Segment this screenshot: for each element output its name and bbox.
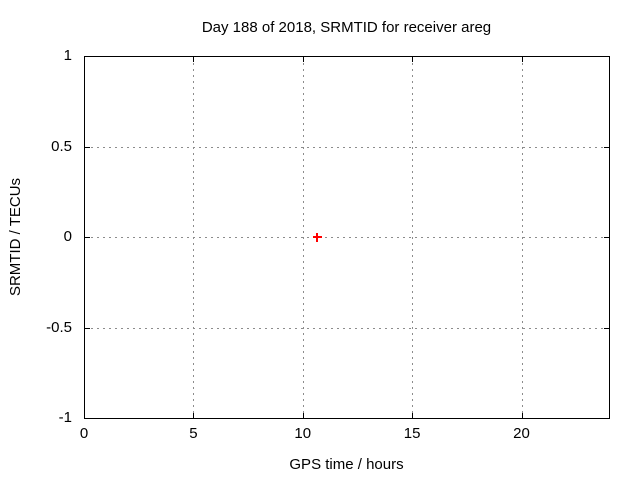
y-tick-label: 1: [63, 47, 72, 64]
y-tick-right: [604, 418, 609, 419]
x-tick-bottom: [84, 413, 85, 418]
x-tick-top: [302, 57, 304, 62]
y-tick-right: [604, 327, 609, 329]
y-tick-left: [85, 56, 90, 57]
y-gridline: [85, 327, 608, 329]
y-tick-right: [604, 56, 609, 57]
y-tick-left: [85, 237, 90, 238]
x-tick-bottom: [193, 413, 195, 418]
x-tick-bottom: [521, 413, 523, 418]
y-tick-label: -0.5: [46, 318, 72, 336]
y-gridline: [85, 237, 608, 238]
plot-area: [84, 56, 610, 419]
y-tick-label: -1: [58, 409, 72, 426]
y-tick-right: [604, 146, 609, 148]
x-tick-top: [193, 57, 195, 62]
x-tick-bottom: [412, 413, 414, 418]
x-tick-label: 10: [294, 425, 312, 442]
y-tick-left: [85, 327, 90, 329]
y-gridline: [85, 146, 608, 148]
data-point-marker: [312, 232, 322, 242]
x-tick-top: [412, 57, 414, 62]
x-tick-label: 0: [79, 425, 89, 442]
y-tick-left: [85, 418, 90, 419]
x-tick-label: 15: [403, 425, 421, 442]
x-tick-label: 20: [513, 425, 530, 442]
x-tick-top: [521, 57, 523, 62]
y-tick-label: 0.5: [51, 137, 72, 155]
x-tick-bottom: [302, 413, 304, 418]
x-tick-label: 5: [189, 425, 198, 442]
y-tick-right: [604, 237, 609, 238]
y-tick-left: [85, 146, 90, 148]
y-tick-label: 0: [63, 228, 72, 245]
x-axis-label: GPS time / hours: [289, 456, 404, 473]
chart-title: Day 188 of 2018, SRMTID for receiver are…: [201, 19, 492, 36]
marker-vertical-bar: [316, 232, 319, 242]
x-tick-top: [84, 57, 85, 62]
